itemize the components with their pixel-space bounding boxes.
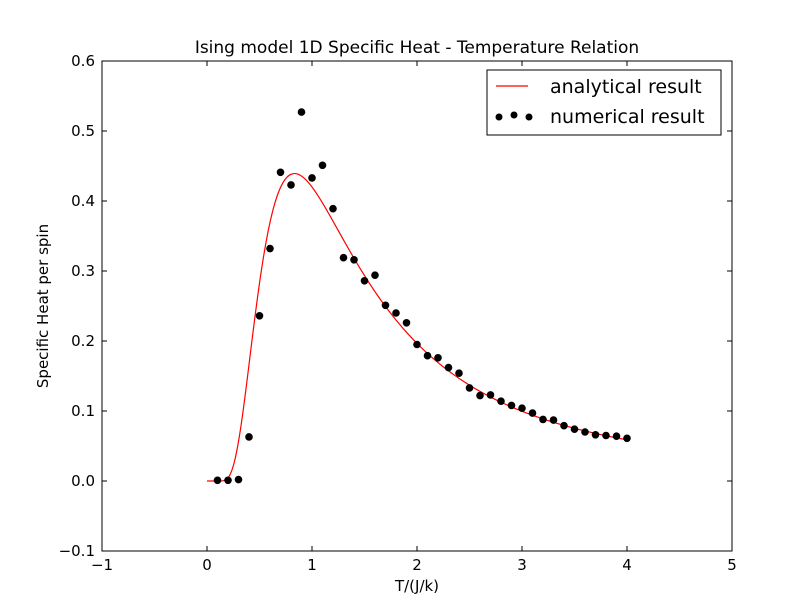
legend-box	[486, 69, 722, 136]
data-point	[549, 416, 558, 424]
y-axis-label: Specific Heat per spin	[34, 224, 52, 388]
x-tick-label: 2	[412, 556, 422, 574]
data-point	[297, 108, 306, 116]
data-point	[560, 421, 568, 430]
y-tick-label: −0.1	[59, 542, 95, 560]
data-point	[392, 309, 400, 317]
data-point	[224, 476, 232, 485]
data-point	[602, 431, 610, 440]
data-point	[234, 475, 243, 484]
data-point	[612, 432, 621, 441]
data-point	[276, 168, 285, 177]
data-point	[539, 415, 547, 424]
y-tick-label: 0.1	[71, 402, 95, 420]
y-tick-label: 0.2	[71, 332, 95, 350]
data-point	[476, 391, 484, 400]
data-point	[623, 434, 631, 443]
data-point	[497, 397, 505, 406]
data-point	[581, 428, 589, 436]
legend-marker	[495, 113, 503, 121]
x-tick-label: 0	[202, 556, 212, 574]
data-point	[287, 181, 295, 189]
data-point	[486, 391, 495, 399]
y-tick-label: 0.4	[71, 192, 95, 210]
data-point	[444, 363, 453, 372]
data-point	[528, 409, 537, 417]
y-tick-label: 0.6	[71, 52, 95, 70]
data-point	[518, 404, 526, 413]
plot-area	[207, 108, 631, 485]
x-tick-label: 4	[622, 556, 632, 574]
legend: analytical result numerical result	[486, 69, 722, 136]
legend-marker	[510, 111, 518, 119]
legend-marker	[525, 113, 533, 121]
data-point	[455, 369, 463, 378]
data-point	[266, 244, 274, 253]
data-point	[413, 340, 421, 349]
data-point	[465, 384, 474, 392]
data-point	[308, 174, 316, 182]
data-point	[402, 319, 411, 327]
y-axis-ticks: −0.1 0.0 0.1 0.2 0.3 0.4 0.5 0.6	[59, 52, 732, 560]
data-point	[507, 401, 516, 410]
data-point	[318, 161, 327, 170]
data-point	[255, 312, 264, 320]
data-point	[350, 255, 358, 264]
legend-label-numerical: numerical result	[550, 106, 705, 128]
data-point	[339, 253, 348, 262]
y-tick-label: 0.0	[71, 472, 95, 490]
y-tick-label: 0.5	[71, 122, 95, 140]
data-point	[245, 433, 253, 441]
data-point	[213, 476, 222, 485]
data-point	[423, 351, 432, 360]
data-point	[329, 204, 337, 213]
x-tick-label: 3	[517, 556, 527, 574]
data-point	[434, 354, 442, 362]
data-point	[570, 425, 579, 434]
data-point	[360, 277, 369, 285]
x-axis-label: T/(J/k)	[394, 577, 439, 595]
legend-label-analytical: analytical result	[550, 76, 702, 98]
y-tick-label: 0.3	[71, 262, 95, 280]
x-tick-label: 5	[727, 556, 737, 574]
axes-frame	[101, 60, 733, 552]
data-point	[371, 271, 379, 280]
x-axis-ticks: −1 0 1 2 3 4 5	[91, 61, 737, 574]
x-tick-label: 1	[307, 556, 317, 574]
data-point	[591, 431, 600, 439]
x-tick-label: −1	[91, 556, 113, 574]
chart-title: Ising model 1D Specific Heat - Temperatu…	[195, 38, 639, 58]
data-point	[381, 301, 390, 310]
